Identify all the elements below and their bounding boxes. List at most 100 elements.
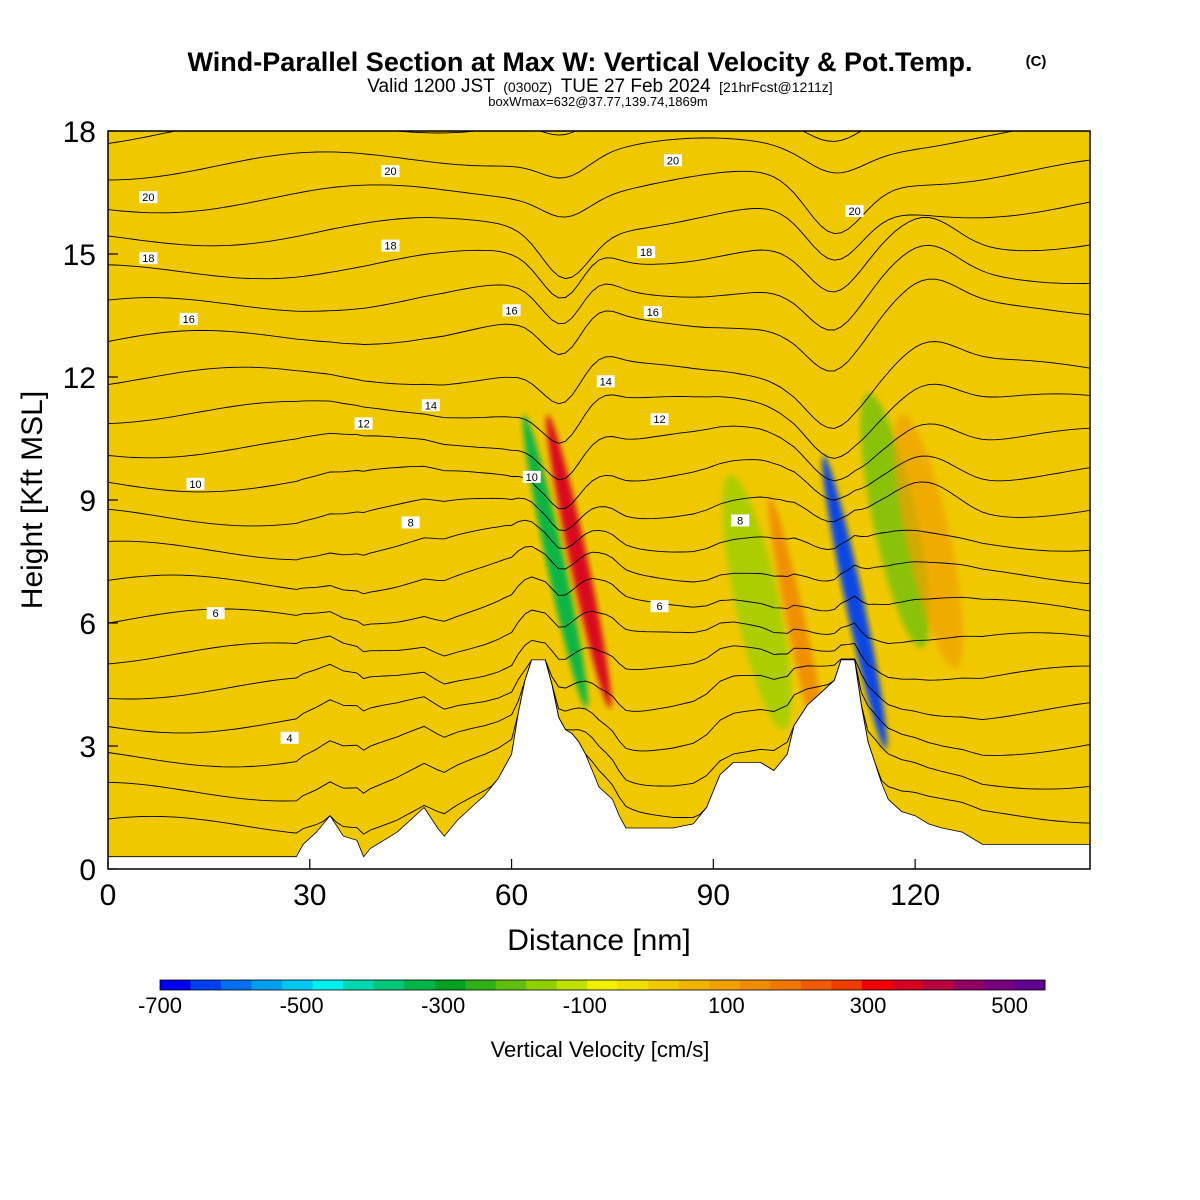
vertical-velocity-field [119,393,964,791]
colorbar-swatch [587,980,619,990]
x-tick-label: 30 [293,879,326,912]
contour-label-18-1: 18 [381,239,400,253]
contour-label-text: 20 [142,192,154,204]
contour-label-20-2: 20 [663,154,682,167]
colorbar-swatch [953,980,985,990]
colorbar-swatch [709,980,741,990]
theta-contour-line-8 [108,519,1090,561]
colorbar-swatch [1014,980,1046,990]
theta-contour-line-0 [108,659,1090,835]
colorbar-swatch [404,980,436,990]
colorbar-swatch [434,980,466,990]
y-axis: 0 3 6 9 12 15 18 [63,116,118,887]
contour-label-bg [179,312,198,325]
contour-label-16-2: 16 [643,306,662,319]
contour-label-10-0: 10 [186,477,205,491]
contour-label-16-1: 16 [502,304,521,317]
contour-label-16-0: 16 [179,312,198,326]
colorbar-swatch [465,980,497,990]
colorbar-swatch [343,980,375,990]
contour-label-6-1: 6 [650,600,669,613]
contour-label-text: 20 [848,206,860,218]
chart-title: Wind-Parallel Section at Max W: Vertical… [188,47,973,77]
theta-contour-line-13 [108,341,1090,429]
w-feature-4 [822,455,887,750]
contour-label-14-1: 14 [596,375,615,388]
contour-label-4-0: 4 [280,731,299,745]
w-feature-6 [894,413,964,669]
theta-contour-line-5 [108,609,1090,665]
colorbar-swatch [160,980,191,990]
contour-label-bg [186,477,205,490]
w-feature-8 [119,513,164,774]
colorbar-tick-label: -100 [563,993,607,1018]
contour-label-bg [663,154,682,167]
colorbar-swatch [312,980,344,990]
contour-labels: 4 6 6 8 8 10 10 12 12 14 14 16 16 16 18 18 18 20 20 20 20 [139,154,864,745]
valid-line: Valid 1200 JST (0300Z) TUE 27 Feb 2024 [… [367,76,832,97]
colorbar-tick-label: -300 [421,993,465,1018]
contour-label-20-1: 20 [381,165,400,178]
contour-label-20-0: 20 [139,191,158,204]
box-info: boxWmax=632@37.77,139.74,1869m [488,94,708,109]
colorbar-swatch [892,980,924,990]
contour-label-text: 8 [737,515,743,527]
contour-label-6-0: 6 [206,607,225,620]
colorbar: -700 -500 -300 -100 100 300 500 [138,979,1046,1018]
y-tick-label: 15 [63,239,96,272]
theta-contour-line-18 [108,159,1090,235]
contour-label-10-1: 10 [522,470,541,484]
colorbar-frame [159,979,1046,991]
theta-contour-line-6 [108,576,1090,626]
colorbar-swatch [495,980,527,990]
contour-label-text: 10 [526,472,538,484]
plot-background [108,131,1090,869]
colorbar-swatch [251,980,283,990]
theta-contour-line-14 [108,278,1090,372]
colorbar-tick-label: 100 [708,993,745,1018]
colorbar-swatch [221,980,252,990]
colorbar-swatch [831,980,863,990]
valid-prefix: Valid 1200 JST [367,76,495,97]
w-feature-0 [522,414,588,709]
colorbar-swatch [800,980,832,990]
contour-label-bg [522,470,541,483]
contour-label-bg [421,399,440,412]
w-feature-1 [546,414,612,709]
contour-label-text: 16 [505,305,517,317]
contour-label-text: 4 [287,733,293,745]
colorbar-swatch [922,980,954,990]
contour-label-8-0: 8 [401,516,420,529]
contour-label-bg [280,731,299,744]
contour-label-bg [731,514,750,527]
contour-label-18-0: 18 [139,252,158,265]
colorbar-label: Vertical Velocity [cm/s] [491,1037,710,1062]
contour-label-bg [643,306,662,319]
colorbar-swatch [617,980,649,990]
contour-label-text: 8 [408,517,414,529]
x-tick-label: 120 [890,879,940,912]
contour-label-text: 6 [213,608,219,620]
theta-contour-line-16 [108,217,1090,299]
w-feature-5 [860,393,930,648]
y-tick-label: 0 [79,854,96,887]
theta-contour-line-12 [108,383,1090,459]
colorbar-swatch [678,980,710,990]
colorbar-tick-label: 500 [991,993,1028,1018]
title-block: Wind-Parallel Section at Max W: Vertical… [188,47,1047,109]
theta-contour-line-3 [108,658,1090,734]
contour-label-text: 12 [357,418,369,430]
contour-label-12-1: 12 [650,413,669,426]
copyright-mark: (C) [1026,53,1047,70]
contour-label-bg [139,191,158,204]
theta-contour-line-9 [108,481,1090,531]
contour-label-bg [354,417,373,430]
plot-area: 4 6 6 8 8 10 10 12 12 14 14 16 16 16 18 18 18 20 20 20 20 [108,131,1090,869]
contour-label-bg [401,516,420,529]
contour-label-text: 20 [384,166,396,178]
colorbar-swatch [190,980,222,990]
contour-label-bg [650,413,669,426]
contour-label-text: 20 [667,155,679,167]
theta-contour-line-19 [108,131,1017,181]
y-axis-label: Height [Kft MSL] [16,391,49,609]
